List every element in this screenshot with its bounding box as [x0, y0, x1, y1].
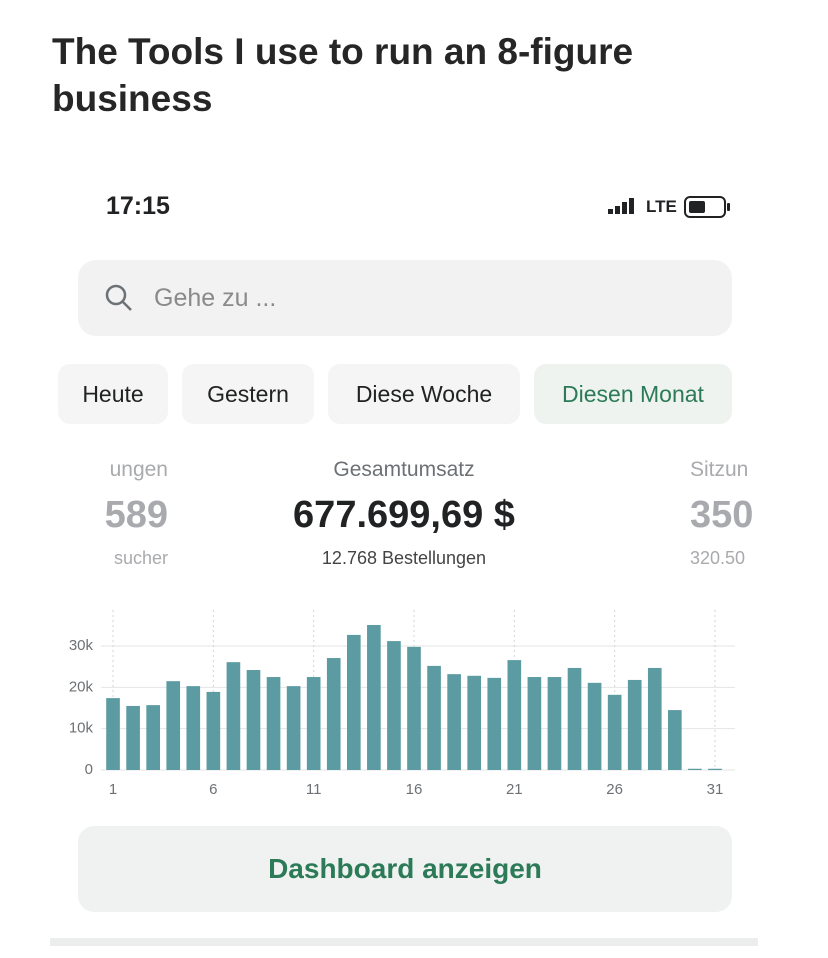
signal-icon [608, 198, 634, 214]
divider [50, 938, 758, 946]
bar [186, 686, 201, 770]
bar [627, 679, 642, 770]
bar [286, 686, 301, 770]
y-tick-label: 20k [69, 678, 94, 695]
stat-label: Sitzun [690, 458, 749, 481]
x-tick-label: 31 [707, 781, 724, 798]
status-time: 17:15 [106, 192, 170, 220]
bar [226, 662, 241, 770]
x-tick-label: 26 [606, 781, 623, 798]
search-icon [105, 284, 132, 311]
post-title: The Tools I use to run an 8-figure busin… [52, 31, 634, 119]
bar [387, 641, 401, 770]
search-placeholder: Gehe zu ... [154, 284, 277, 312]
bar [467, 675, 482, 770]
x-tick-label: 6 [209, 781, 217, 798]
bar [668, 710, 682, 770]
bar [587, 682, 602, 770]
stat-card: Gesamtumsatz 677.699,69 $ 12.768 Bestell… [204, 450, 604, 576]
bar [647, 667, 662, 770]
network-label: LTE [646, 197, 677, 216]
search-bar[interactable]: Gehe zu ... [78, 260, 732, 336]
stats-carousel: ungen 589 sucher Gesamtumsatz 677.699,69… [50, 450, 758, 580]
bar [607, 694, 622, 770]
bar [427, 665, 441, 770]
stat-value: 350 [690, 494, 754, 536]
tab[interactable]: Heute [58, 364, 168, 424]
stat-value: 589 [104, 494, 168, 536]
tab[interactable]: Diese Woche [328, 364, 520, 424]
y-tick-label: 0 [85, 761, 93, 778]
bar [146, 705, 160, 770]
bar [567, 667, 582, 770]
tab-active[interactable]: Diesen Monat [534, 364, 732, 424]
battery-icon [684, 196, 730, 218]
y-tick-label: 30k [69, 637, 94, 654]
bar [367, 624, 381, 770]
bar [206, 691, 221, 770]
bar [306, 677, 321, 770]
bar [106, 698, 120, 770]
stat-sub: sucher [113, 548, 168, 568]
bar [166, 681, 181, 770]
bar [407, 646, 421, 770]
stat-label: Gesamtumsatz [333, 458, 475, 481]
bar [447, 674, 461, 770]
stat-label: ungen [109, 458, 168, 481]
bar [126, 705, 140, 770]
bar [487, 677, 502, 770]
stat-sub: 12.768 Bestellungen [321, 548, 487, 568]
x-tick-label: 1 [109, 781, 117, 798]
bar [326, 658, 341, 770]
x-tick-label: 21 [506, 781, 523, 798]
stat-sub: 320.50 [690, 548, 746, 568]
bar [708, 768, 722, 770]
bar [346, 634, 361, 770]
y-tick-label: 10k [69, 720, 94, 737]
bar [547, 677, 562, 770]
stat-card: ungen 589 sucher [105, 450, 168, 576]
bar [246, 670, 261, 770]
stat-card: Sitzun 350 320.50 [690, 450, 753, 576]
x-tick-label: 11 [306, 781, 322, 798]
bar [527, 677, 542, 770]
dashboard-button[interactable]: Dashboard anzeigen [78, 826, 732, 912]
stat-value: 677.699,69 $ [293, 494, 515, 536]
tab[interactable]: Gestern [182, 364, 314, 424]
x-tick-label: 16 [406, 781, 423, 798]
bar [507, 660, 522, 770]
bar [688, 768, 702, 770]
bar [266, 677, 281, 770]
